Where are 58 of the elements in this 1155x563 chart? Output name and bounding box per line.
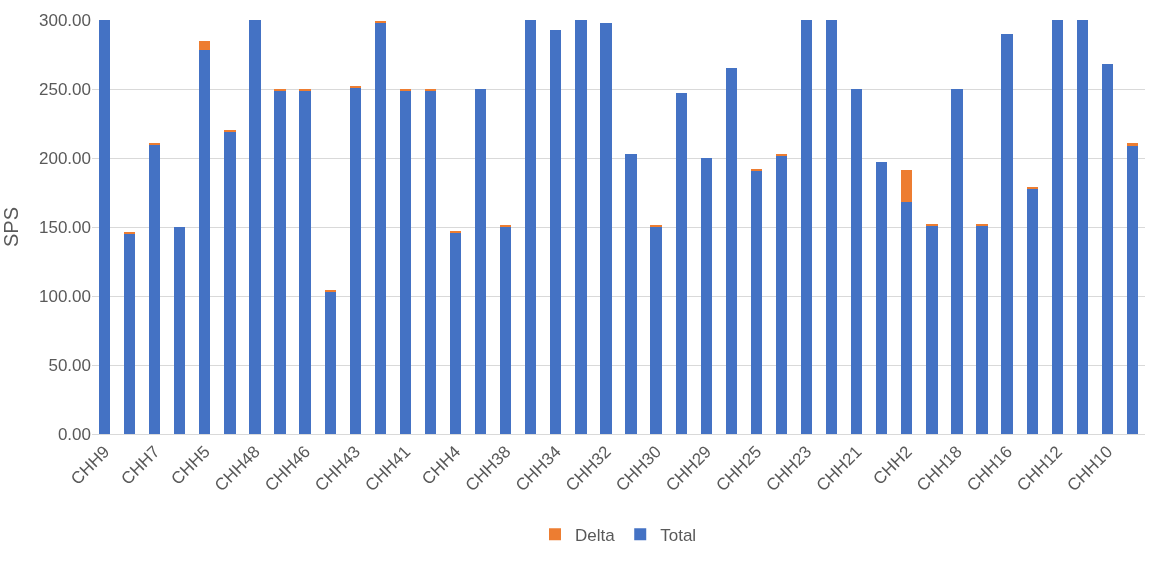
bar — [98, 20, 111, 434]
bar — [474, 89, 487, 434]
bar — [876, 162, 888, 434]
bar — [575, 20, 587, 434]
bar — [199, 40, 211, 51]
bar — [324, 291, 336, 434]
bar — [500, 227, 512, 434]
y-tick-label: 250.00 — [39, 79, 91, 99]
bar — [926, 225, 938, 434]
y-tick-label: 200.00 — [39, 148, 91, 168]
y-tick-label: 300.00 — [39, 10, 91, 30]
legend-label: Delta — [575, 525, 616, 545]
bar — [199, 50, 211, 434]
bar — [1051, 20, 1063, 434]
bar — [249, 20, 261, 434]
bar — [750, 170, 763, 434]
bar — [525, 20, 537, 434]
bar — [775, 155, 788, 434]
bar — [976, 225, 988, 434]
bar — [825, 20, 838, 434]
bar — [775, 153, 788, 156]
y-axis-title: SPS — [0, 206, 22, 248]
bar — [149, 144, 161, 434]
bar — [901, 170, 913, 203]
bar — [449, 232, 462, 434]
legend-label: Total — [660, 525, 697, 545]
bar — [1026, 186, 1038, 189]
bar — [600, 22, 612, 434]
bar — [800, 20, 813, 434]
bar — [675, 93, 687, 434]
bar — [650, 227, 662, 434]
bar — [1076, 20, 1088, 434]
bar — [299, 90, 311, 434]
bar — [374, 22, 386, 434]
bar — [174, 227, 186, 434]
bar — [1126, 145, 1139, 434]
bar — [123, 233, 136, 434]
bar — [1126, 142, 1139, 146]
bar — [349, 87, 361, 434]
y-tick-label: 0.00 — [57, 424, 91, 444]
bar — [851, 89, 863, 434]
bar — [901, 202, 913, 434]
bar — [1026, 188, 1038, 434]
bar — [700, 158, 712, 434]
y-tick-label: 150.00 — [39, 217, 91, 237]
bar — [374, 20, 386, 23]
bar — [424, 90, 437, 434]
bar — [1101, 64, 1114, 434]
bar — [224, 131, 236, 434]
y-tick-label: 50.00 — [48, 355, 91, 375]
y-tick-label: 100.00 — [39, 286, 91, 306]
bar — [550, 29, 562, 434]
bar — [274, 90, 286, 434]
bar — [1001, 33, 1013, 434]
bar — [625, 153, 637, 434]
bar — [725, 68, 737, 434]
bar — [951, 89, 963, 434]
bar — [399, 90, 412, 434]
